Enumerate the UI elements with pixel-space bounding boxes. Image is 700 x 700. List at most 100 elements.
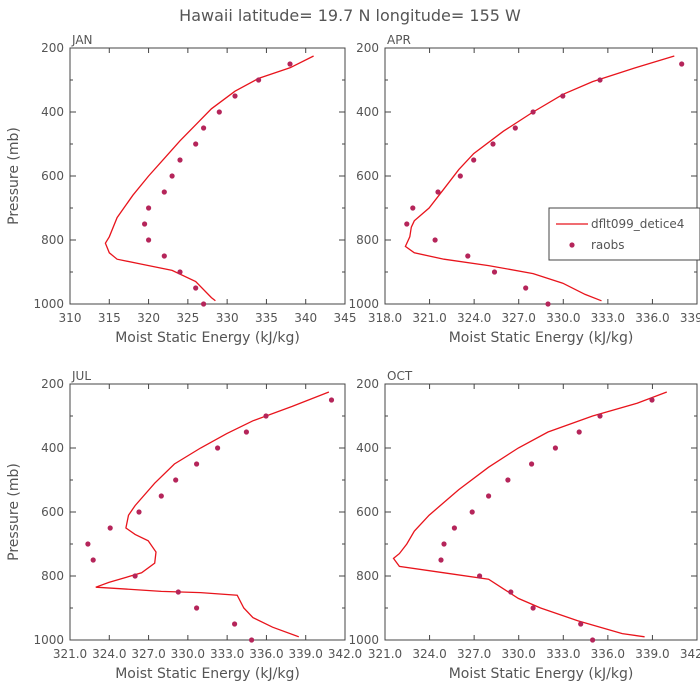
obs-point bbox=[215, 445, 221, 451]
x-axis-label: Moist Static Energy (kJ/kg) bbox=[115, 666, 300, 682]
obs-point bbox=[136, 509, 142, 515]
legend-model-label: dflt099_detice4 bbox=[591, 217, 684, 231]
obs-point bbox=[530, 605, 536, 611]
obs-point bbox=[158, 493, 164, 499]
obs-point bbox=[505, 477, 511, 483]
x-tick-label: 324.0 bbox=[457, 311, 491, 325]
obs-point bbox=[85, 541, 91, 547]
y-axis-label: Pressure (mb) bbox=[6, 127, 22, 225]
panel-jul: JUL 321.0 324.0 327.0 330.0 333.0 336.0 339.0 34… bbox=[6, 369, 362, 682]
obs-point bbox=[576, 429, 582, 435]
y-tick-label: 400 bbox=[41, 105, 64, 119]
obs-point bbox=[469, 509, 475, 515]
obs-point bbox=[432, 237, 438, 243]
panel-label: JUL bbox=[71, 369, 91, 383]
obs-point bbox=[560, 93, 566, 99]
x-tick-label: 315 bbox=[98, 311, 121, 325]
x-tick-label: 324.0 bbox=[412, 647, 446, 661]
panel-oct: OCT 321.0 324.0 327.0 330.0 333.0 336.0 339.0 34… bbox=[348, 369, 700, 682]
obs-point bbox=[142, 221, 148, 227]
panel-label: JAN bbox=[71, 33, 93, 47]
obs-point bbox=[194, 605, 200, 611]
obs-point bbox=[177, 269, 183, 275]
obs-point bbox=[435, 189, 441, 195]
x-tick-label: 321.0 bbox=[368, 647, 402, 661]
obs-point bbox=[146, 237, 152, 243]
obs-point bbox=[243, 429, 249, 435]
obs-point bbox=[193, 285, 199, 291]
obs-point bbox=[451, 525, 457, 531]
x-tick-label: 333.0 bbox=[210, 647, 244, 661]
y-tick-label: 1000 bbox=[348, 297, 379, 311]
x-tick-label: 339.0 bbox=[680, 311, 700, 325]
y-tick-label: 200 bbox=[41, 377, 64, 391]
series-line-model bbox=[404, 55, 675, 302]
obs-point bbox=[287, 61, 293, 67]
y-tick-label: 800 bbox=[41, 233, 64, 247]
legend-point-swatch bbox=[569, 242, 575, 248]
x-tick-label: 310 bbox=[59, 311, 82, 325]
obs-point bbox=[193, 141, 199, 147]
x-tick-label: 330.0 bbox=[502, 647, 536, 661]
x-axis-label: Moist Static Energy (kJ/kg) bbox=[449, 666, 634, 682]
x-tick-label: 345 bbox=[334, 311, 357, 325]
x-tick-label: 327.0 bbox=[457, 647, 491, 661]
obs-point bbox=[107, 525, 113, 531]
y-tick-label: 400 bbox=[356, 105, 379, 119]
x-tick-label: 333.0 bbox=[591, 311, 625, 325]
obs-point bbox=[512, 125, 518, 131]
obs-point bbox=[216, 109, 222, 115]
obs-point bbox=[578, 621, 584, 627]
plot-frame bbox=[69, 47, 346, 305]
obs-point bbox=[90, 557, 96, 563]
obs-point bbox=[410, 205, 416, 211]
y-tick-label: 200 bbox=[356, 377, 379, 391]
obs-point bbox=[146, 205, 152, 211]
y-tick-label: 1000 bbox=[33, 633, 64, 647]
plot-frame bbox=[384, 47, 698, 305]
obs-point bbox=[590, 637, 596, 643]
panel-label: APR bbox=[387, 33, 411, 47]
x-tick-label: 333.0 bbox=[546, 647, 580, 661]
x-tick-label: 336.0 bbox=[591, 647, 625, 661]
panel-apr: APR 318.0 321.0 324.0 327.0 330.0 333.0 336.0 33… bbox=[348, 33, 700, 346]
series-line-model bbox=[392, 391, 668, 638]
panel-label: OCT bbox=[387, 369, 413, 383]
obs-point bbox=[177, 157, 183, 163]
x-axis-label: Moist Static Energy (kJ/kg) bbox=[115, 330, 300, 346]
x-tick-label: 330 bbox=[216, 311, 239, 325]
obs-point bbox=[545, 301, 551, 307]
obs-point bbox=[649, 397, 655, 403]
series-line-model bbox=[104, 55, 314, 302]
y-tick-label: 200 bbox=[41, 41, 64, 55]
obs-point bbox=[679, 61, 685, 67]
y-tick-label: 800 bbox=[356, 569, 379, 583]
x-tick-label: 340 bbox=[294, 311, 317, 325]
y-tick-label: 800 bbox=[41, 569, 64, 583]
y-tick-label: 600 bbox=[41, 505, 64, 519]
legend-box bbox=[548, 207, 700, 261]
x-tick-label: 330.0 bbox=[546, 311, 580, 325]
x-tick-label: 318.0 bbox=[368, 311, 402, 325]
obs-point bbox=[161, 253, 167, 259]
x-tick-label: 336.0 bbox=[635, 311, 669, 325]
y-tick-label: 400 bbox=[41, 441, 64, 455]
obs-point bbox=[465, 253, 471, 259]
y-tick-label: 400 bbox=[356, 441, 379, 455]
obs-point bbox=[438, 557, 444, 563]
obs-point bbox=[232, 621, 238, 627]
obs-point bbox=[201, 301, 207, 307]
x-tick-label: 325 bbox=[176, 311, 199, 325]
x-tick-label: 342.0 bbox=[680, 647, 700, 661]
series-line-model bbox=[95, 391, 330, 638]
obs-point bbox=[477, 573, 483, 579]
obs-point bbox=[523, 285, 529, 291]
y-tick-label: 600 bbox=[41, 169, 64, 183]
obs-point bbox=[328, 397, 335, 403]
y-tick-label: 600 bbox=[356, 505, 379, 519]
obs-point bbox=[132, 573, 138, 579]
obs-point bbox=[508, 589, 514, 595]
x-tick-label: 330.0 bbox=[171, 647, 205, 661]
obs-point bbox=[404, 221, 410, 227]
